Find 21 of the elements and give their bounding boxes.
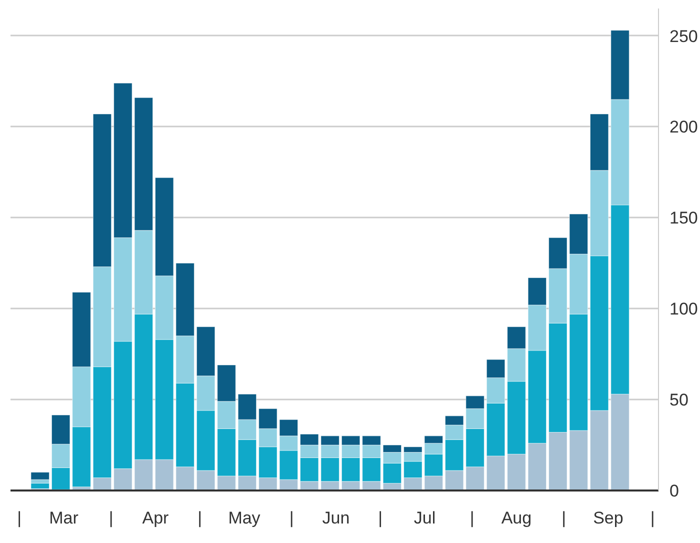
x-tick-label: Jul (414, 508, 436, 528)
y-tick-label: 100 (670, 300, 698, 319)
y-tick-label: 0 (670, 482, 679, 500)
x-tick-label: | (562, 508, 566, 528)
y-tick-label: 200 (670, 118, 698, 137)
x-tick-label: | (108, 508, 114, 528)
x-tick-label: Mar (49, 508, 79, 528)
x-tick-label: | (470, 508, 474, 528)
x-tick-label: May (228, 508, 261, 528)
x-tick-label: | (650, 508, 655, 528)
x-tick-label: | (378, 508, 383, 528)
y-tick-label: 150 (670, 208, 698, 228)
y-tick-label: 50 (670, 390, 688, 410)
x-tick-label: | (198, 508, 202, 528)
x-tick-label: Sep (593, 508, 624, 528)
x-tick-label: Aug (501, 508, 532, 528)
x-tick-label: Apr (142, 508, 170, 528)
x-tick-label: | (17, 508, 22, 528)
x-tick-label: | (289, 508, 294, 528)
y-tick-label: 250 (670, 26, 698, 46)
x-tick-label: Jun (322, 508, 350, 528)
